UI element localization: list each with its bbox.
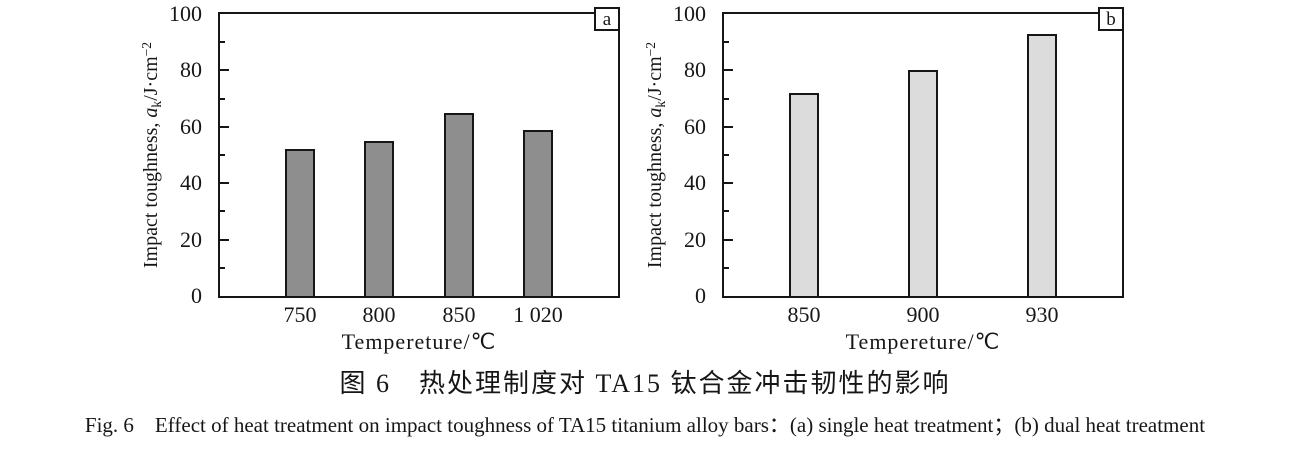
y-tick-label: 60: [180, 114, 202, 139]
y-tick-label: 0: [191, 283, 202, 308]
x-tick-label: 850: [787, 302, 821, 327]
bar-850: [444, 113, 474, 296]
y-major-tick: [724, 69, 733, 71]
panel-label-a: a: [594, 7, 620, 31]
x-tick-label: 930: [1025, 302, 1059, 327]
bar-1 020: [523, 130, 553, 296]
y-minor-tick: [220, 210, 225, 212]
x-axis-tick-labels-a: 750 800 850 1 020: [218, 302, 620, 330]
x-axis-title-b: Tempereture/℃: [845, 329, 1001, 354]
y-tick-label: 60: [684, 114, 706, 139]
plot-area-b: b: [722, 7, 1124, 298]
y-tick-label: 100: [169, 1, 202, 26]
x-tick-label: 900: [906, 302, 940, 327]
y-major-tick: [220, 239, 229, 241]
y-tick-label: 100: [673, 1, 706, 26]
bar-850: [789, 93, 819, 296]
y-axis-tick-labels-a: 100 80 60 40 20 0: [156, 1, 210, 308]
y-axis-tick-labels-b: 100 80 60 40 20 0: [660, 1, 714, 308]
y-tick-label: 80: [684, 57, 706, 82]
bar-930: [1027, 34, 1057, 296]
x-axis-tick-labels-b: 850 900 930: [722, 302, 1124, 330]
bar-800: [364, 141, 394, 296]
y-tick-label: 80: [180, 57, 202, 82]
bar-900: [908, 70, 938, 296]
y-axis-unit-exponent: −2: [643, 41, 658, 57]
y-axis-unit-exponent: −2: [139, 41, 154, 57]
x-tick-label: 1 020: [513, 302, 563, 327]
y-minor-tick: [220, 267, 225, 269]
y-minor-tick: [724, 98, 729, 100]
x-axis-title-a: Tempereture/℃: [341, 329, 497, 354]
y-major-tick: [724, 126, 733, 128]
y-tick-label: 0: [695, 283, 706, 308]
y-minor-tick: [220, 41, 225, 43]
caption-english: Fig. 6 Effect of heat treatment on impac…: [84, 413, 1206, 437]
y-minor-tick: [220, 154, 225, 156]
y-minor-tick: [724, 41, 729, 43]
y-major-tick: [220, 126, 229, 128]
plot-area-a: a: [218, 7, 620, 298]
y-minor-tick: [724, 154, 729, 156]
caption-chinese: 图 6 热处理制度对 TA15 钛合金冲击韧性的影响: [339, 369, 951, 398]
y-major-tick: [220, 69, 229, 71]
x-tick-label: 850: [442, 302, 476, 327]
panel-label-b: b: [1098, 7, 1124, 31]
y-minor-tick: [220, 98, 225, 100]
y-tick-label: 20: [180, 227, 202, 252]
y-minor-tick: [724, 210, 729, 212]
bar-750: [285, 149, 315, 296]
y-tick-label: 40: [684, 170, 706, 195]
x-tick-label: 800: [362, 302, 396, 327]
y-tick-label: 40: [180, 170, 202, 195]
y-major-tick: [220, 182, 229, 184]
y-tick-label: 20: [684, 227, 706, 252]
x-tick-label: 750: [283, 302, 317, 327]
y-major-tick: [724, 239, 733, 241]
y-major-tick: [724, 182, 733, 184]
y-minor-tick: [724, 267, 729, 269]
